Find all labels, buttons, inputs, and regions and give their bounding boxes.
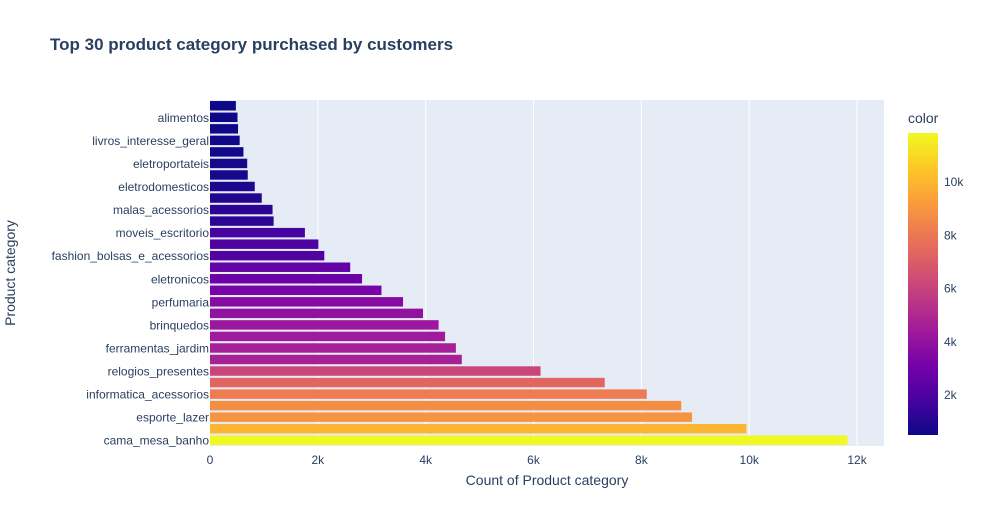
bar[interactable] — [210, 193, 262, 203]
colorbar-tick-label: 8k — [944, 228, 958, 242]
colorbar-tick-labels: 2k 4k 6k 8k 10k — [944, 175, 964, 402]
bar[interactable] — [210, 285, 382, 296]
bar[interactable] — [210, 331, 446, 342]
x-tick-label: 0 — [207, 453, 214, 467]
y-tick-label: relogios_presentes — [108, 365, 209, 379]
bar[interactable] — [210, 320, 439, 330]
bar[interactable] — [210, 170, 248, 180]
bar[interactable] — [210, 227, 305, 238]
bar[interactable] — [210, 400, 682, 411]
y-tick-label: esporte_lazer — [136, 411, 209, 425]
bar[interactable] — [210, 412, 693, 422]
y-tick-label: alimentos — [158, 111, 209, 125]
bar[interactable] — [210, 262, 351, 272]
bar[interactable] — [210, 308, 423, 319]
x-tick-label: 8k — [635, 453, 649, 467]
bar[interactable] — [210, 181, 255, 192]
bar[interactable] — [210, 250, 325, 261]
colorbar-tick-label: 6k — [944, 282, 958, 296]
bar[interactable] — [210, 274, 363, 284]
colorbar-gradient — [908, 133, 938, 435]
x-tick-label: 6k — [527, 453, 541, 467]
grid-lines — [317, 100, 858, 446]
bar[interactable] — [210, 112, 238, 123]
x-tick-label: 12k — [847, 453, 867, 467]
colorbar-title: color — [908, 110, 939, 126]
bar[interactable] — [210, 147, 244, 157]
y-tick-label: ferramentas_jardim — [106, 341, 209, 355]
y-tick-label: malas_acessorios — [113, 203, 209, 217]
y-tick-label: brinquedos — [150, 318, 209, 332]
x-tick-labels: 0 2k 4k 6k 8k 10k 12k — [207, 453, 868, 467]
plot-background — [210, 100, 884, 446]
bar[interactable] — [210, 158, 248, 169]
y-tick-label: moveis_escritorio — [116, 226, 210, 240]
bar[interactable] — [210, 389, 647, 399]
y-tick-label: eletrodomesticos — [118, 180, 209, 194]
y-axis-title: Product category — [2, 220, 18, 326]
bar[interactable] — [210, 135, 240, 146]
bars — [210, 101, 848, 445]
bar[interactable] — [210, 216, 274, 226]
y-tick-label: eletroportateis — [133, 157, 209, 171]
colorbar-tick-label: 4k — [944, 335, 958, 349]
bar[interactable] — [210, 377, 605, 388]
y-tick-label: fashion_bolsas_e_acessorios — [52, 249, 209, 263]
chart-title: Top 30 product category purchased by cus… — [50, 35, 453, 54]
bar[interactable] — [210, 204, 273, 215]
bar[interactable] — [210, 101, 236, 111]
x-tick-label: 10k — [740, 453, 760, 467]
y-tick-label: eletronicos — [151, 272, 209, 286]
colorbar: color 2k 4k 6k 8k 10k — [908, 110, 964, 435]
x-axis-title: Count of Product category — [466, 472, 629, 488]
bar[interactable] — [210, 366, 541, 376]
colorbar-tick-label: 2k — [944, 388, 958, 402]
y-tick-label: livros_interesse_geral — [92, 134, 209, 148]
bar[interactable] — [210, 354, 462, 365]
y-tick-label: cama_mesa_banho — [104, 434, 210, 448]
bar[interactable] — [210, 423, 747, 434]
bar[interactable] — [210, 124, 239, 134]
bar[interactable] — [210, 297, 404, 307]
y-tick-labels: cama_mesa_banho esporte_lazer informatica_… — [52, 111, 210, 448]
colorbar-tick-label: 10k — [944, 175, 964, 189]
bar[interactable] — [210, 343, 456, 353]
bar[interactable] — [210, 435, 848, 445]
bar[interactable] — [210, 239, 319, 249]
x-tick-label: 4k — [419, 453, 433, 467]
y-tick-label: perfumaria — [152, 295, 210, 309]
y-tick-label: informatica_acessorios — [86, 388, 209, 402]
x-tick-label: 2k — [311, 453, 325, 467]
